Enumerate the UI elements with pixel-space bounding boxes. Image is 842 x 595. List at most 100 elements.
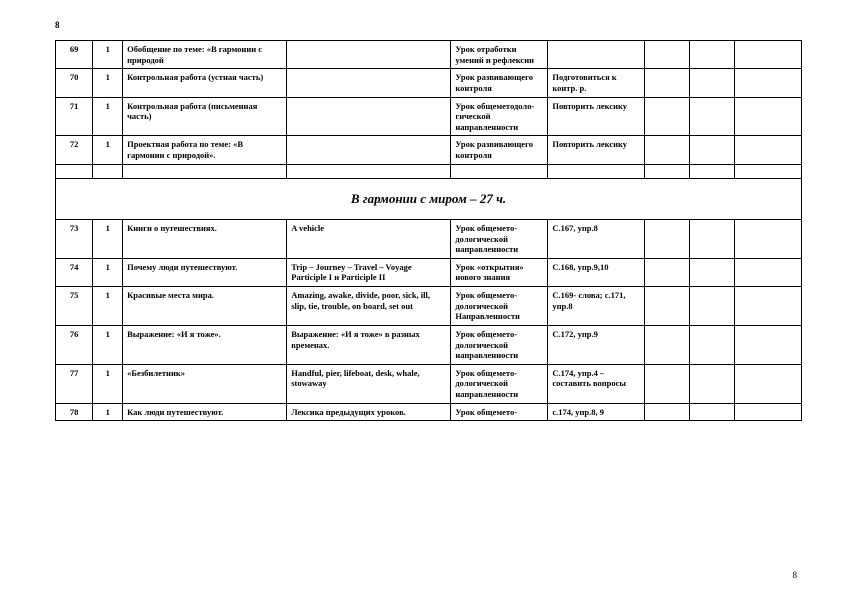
section-header: В гармонии с миром – 27 ч. bbox=[56, 178, 802, 219]
cell-empty bbox=[690, 41, 735, 69]
cell-empty bbox=[645, 41, 690, 69]
page-number-top: 8 bbox=[55, 20, 802, 30]
cell-topic: Красивые места мира. bbox=[123, 287, 287, 326]
cell-material bbox=[287, 136, 451, 164]
cell-num: 74 bbox=[56, 258, 93, 286]
table-row: 751Красивые места мира.Amazing, awake, d… bbox=[56, 287, 802, 326]
cell-homework: с.174, упр.8, 9 bbox=[548, 403, 645, 421]
cell-topic: Выражение: «И я тоже». bbox=[123, 325, 287, 364]
cell-empty bbox=[690, 258, 735, 286]
table-row: 731 Книги о путешествиях.A vehicleУрок о… bbox=[56, 219, 802, 258]
cell-empty bbox=[690, 287, 735, 326]
cell-type: Урок развивающего контроля bbox=[451, 69, 548, 97]
cell-material: A vehicle bbox=[287, 219, 451, 258]
cell-homework bbox=[548, 41, 645, 69]
cell-empty bbox=[645, 69, 690, 97]
cell-material bbox=[287, 97, 451, 136]
cell-empty bbox=[734, 136, 801, 164]
cell-material: Amazing, awake, divide, poor, sick, ill,… bbox=[287, 287, 451, 326]
cell-empty bbox=[690, 219, 735, 258]
cell-num: 69 bbox=[56, 41, 93, 69]
cell-empty bbox=[690, 69, 735, 97]
cell-type: Урок общемето-дологической направленност… bbox=[451, 364, 548, 403]
cell-topic: Проектная работа по теме: «В гармонии с … bbox=[123, 136, 287, 164]
table-row: 771 «Безбилетник»Handful, pier, lifeboat… bbox=[56, 364, 802, 403]
cell-material bbox=[287, 69, 451, 97]
cell-num: 71 bbox=[56, 97, 93, 136]
cell-empty bbox=[690, 364, 735, 403]
cell-empty bbox=[734, 258, 801, 286]
cell-empty bbox=[645, 97, 690, 136]
cell-type: Урок развивающего контроля bbox=[451, 136, 548, 164]
cell-empty bbox=[645, 258, 690, 286]
cell-empty bbox=[645, 364, 690, 403]
cell-material: Лексика предыдущих уроков. bbox=[287, 403, 451, 421]
cell-hours: 1 bbox=[93, 69, 123, 97]
cell-homework: Подготовиться к контр. р. bbox=[548, 69, 645, 97]
cell-topic: Книги о путешествиях. bbox=[123, 219, 287, 258]
cell-empty bbox=[734, 403, 801, 421]
cell-hours: 1 bbox=[93, 258, 123, 286]
cell-num: 77 bbox=[56, 364, 93, 403]
cell-topic: Контрольная работа (письменная часть) bbox=[123, 97, 287, 136]
cell-empty bbox=[734, 287, 801, 326]
cell-hours: 1 bbox=[93, 41, 123, 69]
cell-homework: С.168, упр.9,10 bbox=[548, 258, 645, 286]
table-row: 781Как люди путешествуют.Лексика предыду… bbox=[56, 403, 802, 421]
cell-empty bbox=[645, 325, 690, 364]
table-row: 691Обобщение по теме: «В гармонии с прир… bbox=[56, 41, 802, 69]
cell-empty bbox=[734, 219, 801, 258]
table-row: 761Выражение: «И я тоже».Выражение: «И я… bbox=[56, 325, 802, 364]
cell-homework: С.167, упр.8 bbox=[548, 219, 645, 258]
cell-topic: Как люди путешествуют. bbox=[123, 403, 287, 421]
cell-num: 73 bbox=[56, 219, 93, 258]
cell-homework: С.172, упр.9 bbox=[548, 325, 645, 364]
cell-topic: «Безбилетник» bbox=[123, 364, 287, 403]
cell-topic: Обобщение по теме: «В гармонии с природо… bbox=[123, 41, 287, 69]
cell-type: Урок общеметодоло-гической направленност… bbox=[451, 97, 548, 136]
cell-hours: 1 bbox=[93, 219, 123, 258]
cell-empty bbox=[645, 136, 690, 164]
cell-empty bbox=[734, 69, 801, 97]
cell-type: Урок «открытия» нового знания bbox=[451, 258, 548, 286]
cell-empty bbox=[645, 403, 690, 421]
table-row: 701Контрольная работа (устная часть) Урок… bbox=[56, 69, 802, 97]
table-row: 741Почему люди путешествуют.Trip – Journ… bbox=[56, 258, 802, 286]
table-row: 721Проектная работа по теме: «В гармонии… bbox=[56, 136, 802, 164]
cell-empty bbox=[645, 287, 690, 326]
cell-type: Урок общемето-дологической направленност… bbox=[451, 219, 548, 258]
cell-num: 76 bbox=[56, 325, 93, 364]
cell-homework: С.174, упр.4 – составить вопросы bbox=[548, 364, 645, 403]
cell-num: 75 bbox=[56, 287, 93, 326]
cell-empty bbox=[690, 97, 735, 136]
cell-empty bbox=[734, 364, 801, 403]
cell-empty bbox=[734, 325, 801, 364]
cell-empty bbox=[690, 325, 735, 364]
lesson-plan-table: 691Обобщение по теме: «В гармонии с прир… bbox=[55, 40, 802, 421]
cell-hours: 1 bbox=[93, 403, 123, 421]
cell-empty bbox=[690, 403, 735, 421]
cell-num: 70 bbox=[56, 69, 93, 97]
cell-num: 78 bbox=[56, 403, 93, 421]
cell-type: Урок общемето-дологической Направленност… bbox=[451, 287, 548, 326]
cell-topic: Контрольная работа (устная часть) bbox=[123, 69, 287, 97]
cell-material: Выражение: «И я тоже» в разных временах. bbox=[287, 325, 451, 364]
cell-homework: Повторить лексику bbox=[548, 97, 645, 136]
cell-empty bbox=[690, 136, 735, 164]
cell-material: Handful, pier, lifeboat, desk, whale, st… bbox=[287, 364, 451, 403]
page-number-bottom: 8 bbox=[793, 570, 798, 580]
cell-empty bbox=[734, 97, 801, 136]
cell-topic: Почему люди путешествуют. bbox=[123, 258, 287, 286]
cell-hours: 1 bbox=[93, 325, 123, 364]
table-row: 711Контрольная работа (письменная часть)… bbox=[56, 97, 802, 136]
cell-type: Урок отработки умений и рефлексии bbox=[451, 41, 548, 69]
cell-hours: 1 bbox=[93, 364, 123, 403]
cell-num: 72 bbox=[56, 136, 93, 164]
cell-material bbox=[287, 41, 451, 69]
cell-hours: 1 bbox=[93, 287, 123, 326]
cell-type: Урок общемето- bbox=[451, 403, 548, 421]
cell-homework: С.169- слова; с.171, упр.8 bbox=[548, 287, 645, 326]
cell-material: Trip – Journey – Travel – Voyage Partici… bbox=[287, 258, 451, 286]
cell-empty bbox=[734, 41, 801, 69]
cell-type: Урок общемето-дологической направленност… bbox=[451, 325, 548, 364]
